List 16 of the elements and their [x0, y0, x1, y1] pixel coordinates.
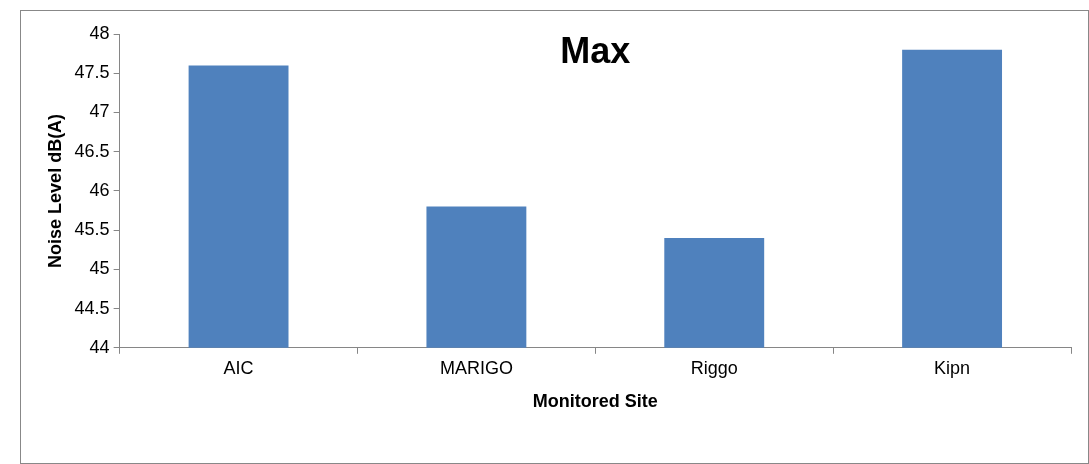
y-tick-label: 45 [89, 258, 110, 279]
chart-title: Max [560, 29, 631, 71]
y-tick-label: 48 [89, 22, 110, 43]
y-tick-label: 44.5 [74, 297, 110, 318]
y-tick-label: 45.5 [74, 219, 110, 240]
y-tick-label: 46.5 [74, 140, 110, 161]
y-axis-title: Noise Level dB(A) [44, 113, 65, 268]
x-tick-label: MARIGO [439, 357, 513, 378]
y-tick-label: 47 [89, 101, 110, 122]
x-tick-label: AIC [223, 357, 254, 378]
y-tick-label: 44 [89, 336, 110, 357]
x-axis-title: Monitored Site [532, 391, 658, 412]
x-tick-label: Riggo [690, 357, 738, 378]
y-tick-label: 46 [89, 179, 110, 200]
x-tick-label: Kipn [934, 357, 971, 378]
y-tick-label: 47.5 [74, 62, 110, 83]
